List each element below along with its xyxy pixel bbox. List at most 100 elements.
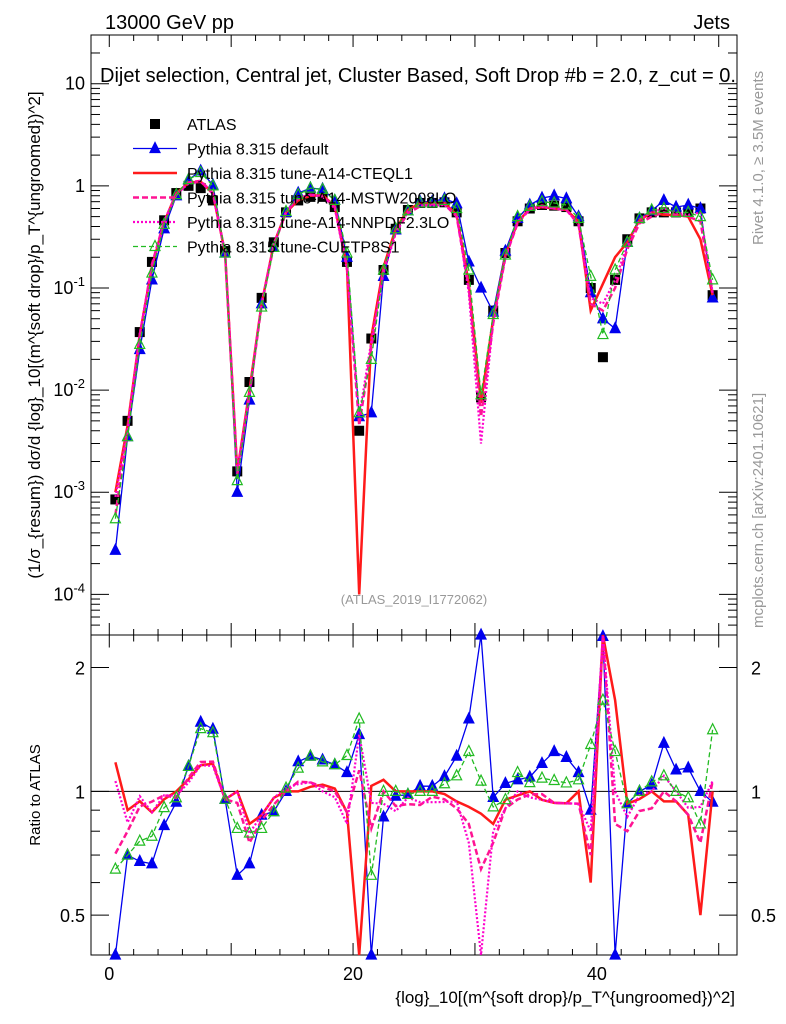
default-ratio-point — [450, 748, 463, 761]
y-tick-label: 10-4 — [53, 580, 85, 604]
cuetp8s1-data-point — [389, 221, 402, 234]
x-tick-label: 40 — [587, 964, 607, 984]
default-ratio-point — [548, 744, 561, 757]
y-axis-label: (1/σ_{resum}) dσ/d {log}_10[(m^{soft dro… — [25, 91, 44, 578]
cuetp8s1-ratio-point — [353, 711, 366, 724]
legend-label-cteql1: Pythia 8.315 tune-A14-CTEQL1 — [187, 166, 413, 183]
atlas-data-point — [110, 494, 121, 505]
cuetp8s1-data-point — [682, 205, 695, 217]
cuetp8s1-data-point — [560, 197, 573, 210]
cuetp8s1-data-point — [206, 178, 219, 191]
ratio-axis-label: Ratio to ATLAS — [27, 744, 44, 845]
cuetp8s1-data-point — [133, 337, 146, 350]
default-ratio-point — [609, 947, 622, 960]
cuetp8s1-data-point — [340, 245, 353, 258]
cuetp8s1-data-point — [121, 429, 134, 442]
atlas-data-point — [610, 274, 621, 285]
default-ratio-point — [340, 765, 353, 778]
default-ratio-point — [365, 947, 378, 960]
rivet-label: Rivet 4.1.0, ≥ 3.5M events — [750, 71, 767, 245]
cuetp8s1-data-point — [645, 202, 658, 215]
axes-layer: 0 20 40 10-4 10-3 10-2 10-1 1 10 0.5 0.5 1 1 2 2 — [53, 34, 776, 984]
cuetp8s1-data-point — [499, 247, 512, 260]
cuetp8s1-ratio-point — [511, 765, 524, 778]
cuetp8s1-ratio-point — [682, 790, 695, 803]
cuetp8s1-data-point — [438, 193, 451, 206]
cuetp8s1-ratio-point — [133, 833, 146, 846]
cuetp8s1-data-point — [353, 405, 366, 418]
cuetp8s1-data-point — [511, 209, 524, 222]
cuetp8s1-ratio-point — [121, 847, 134, 860]
cuetp8s1-ratio-point — [206, 725, 219, 738]
cuetp8s1-ratio-point — [267, 804, 280, 817]
legend-label-cuetp8s1: Pythia 8.315 tune-CUETP8S1 — [187, 240, 400, 257]
y-tick-label: 10-3 — [53, 478, 85, 502]
atlas-data-point — [597, 352, 608, 363]
ratio-panel-frame — [90, 634, 738, 956]
cuetp8s1-data-point — [596, 327, 609, 340]
legend-label-nnpdf: Pythia 8.315 tune-A14-NNPDF2.3LO — [187, 215, 449, 232]
cuetp8s1-ratio-point — [280, 780, 292, 793]
cuetp8s1-data-point — [475, 387, 488, 400]
default-data-point — [231, 484, 244, 497]
cuetp8s1-series-line — [114, 171, 714, 519]
default-ratio-point — [438, 769, 451, 782]
cuetp8s1-data-point — [280, 204, 292, 217]
cuetp8s1-ratio-point — [243, 825, 256, 838]
cuetp8s1-ratio-point — [560, 775, 573, 788]
legend-label-default: Pythia 8.315 default — [187, 142, 329, 159]
default-ratio-point — [694, 784, 707, 796]
legend-marker-cuetp8s1 — [149, 239, 161, 252]
cuetp8s1-data-point — [462, 262, 475, 275]
cuetp8s1-ratio-point — [194, 721, 207, 734]
default-data-point — [109, 542, 122, 555]
ratio-tick-label: 0.5 — [60, 906, 85, 926]
atlas-data-point — [683, 205, 694, 216]
x-axis-label: {log}_10[(m^{soft drop}/p_T^{ungroomed})… — [395, 988, 735, 1007]
default-ratio-point — [194, 714, 207, 727]
y-tick-label: 10 — [65, 74, 85, 94]
cuetp8s1-ratio-point — [231, 821, 244, 834]
ratio-tick-label: 0.5 — [751, 906, 776, 926]
cuetp8s1-ratio-point — [548, 773, 561, 786]
cuetp8s1-ratio-point — [706, 722, 719, 735]
default-ratio-point — [377, 809, 390, 822]
cuetp8s1-ratio-point — [414, 784, 427, 796]
nnpdf-series-line — [114, 180, 714, 498]
legend-label-mstw: Pythia 8.315 tune-A14-MSTW2008LO — [187, 191, 456, 208]
cuetp8s1-ratio-point — [475, 773, 488, 786]
cuetp8s1-data-point — [365, 352, 378, 364]
cuetp8s1-data-point — [572, 211, 585, 224]
cuetp8s1-data-point — [609, 262, 622, 275]
atlas-data-point — [354, 425, 365, 436]
default-ratio-point — [133, 854, 146, 866]
cuetp8s1-data-point — [426, 195, 439, 208]
cuetp8s1-ratio-point — [292, 760, 305, 773]
analysis-tag: (ATLAS_2019_I1772062) — [341, 592, 487, 607]
cuetp8s1-ratio-point — [389, 784, 402, 796]
default-data-point — [609, 321, 622, 334]
cuetp8s1-ratio-point — [499, 792, 512, 805]
cuetp8s1-data-point — [255, 299, 268, 312]
cuetp8s1-ratio-point — [340, 748, 353, 761]
cuetp8s1-data-point — [328, 193, 341, 206]
cuetp8s1-data-point — [219, 245, 232, 258]
atlas-data-point — [183, 180, 194, 191]
cuetp8s1-data-point — [670, 205, 683, 217]
cuetp8s1-ratio-point — [596, 692, 609, 705]
y-tick-label: 1 — [75, 176, 85, 196]
category-label: Jets — [693, 12, 730, 34]
atlas-data-point — [561, 202, 572, 213]
cuetp8s1-ratio-point — [645, 774, 658, 787]
cuetp8s1-data-point — [401, 203, 414, 216]
default-ratio-point — [353, 727, 366, 740]
default-data-point — [560, 191, 573, 204]
cuetp8s1-data-point — [170, 187, 183, 200]
ratio-tick-label: 1 — [75, 782, 85, 802]
x-tick-label: 0 — [104, 964, 114, 984]
cuetp8s1-ratio-point — [158, 800, 171, 813]
cuetp8s1-data-point — [316, 182, 329, 195]
atlas-data-point — [195, 183, 206, 194]
cuetp8s1-ratio-point — [487, 799, 500, 812]
default-ratio-point — [536, 756, 548, 769]
